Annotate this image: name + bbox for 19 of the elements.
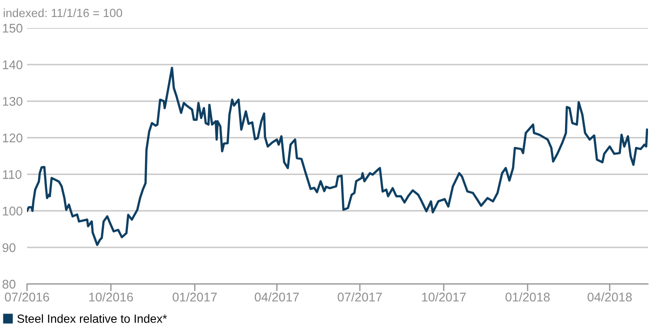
y-tick-label: 130 — [2, 96, 22, 106]
y-axis-title: indexed: 11/1/16 = 100 — [4, 8, 122, 18]
y-tick-label: 120 — [2, 134, 22, 142]
x-tick-label: 01/2017 — [172, 292, 217, 302]
y-tick-label: 100 — [2, 206, 22, 216]
y-tick-label: 140 — [2, 60, 22, 70]
x-tick-label: 07/2017 — [338, 292, 382, 302]
y-tick-label: 90 — [2, 243, 16, 252]
x-tick-label: 04/2017 — [254, 292, 299, 302]
x-tick-label: 10/2017 — [422, 292, 466, 302]
x-tick-label: 04/2018 — [588, 292, 632, 302]
y-tick-label: 110 — [2, 170, 22, 179]
x-tick-label: 01/2018 — [506, 292, 550, 302]
y-tick-label: 80 — [2, 280, 16, 289]
legend-label: Steel Index relative to Index* — [17, 314, 167, 323]
line-series — [27, 66, 648, 246]
x-tick-label: 07/2016 — [4, 292, 50, 302]
x-tick-label: 10/2016 — [89, 292, 133, 302]
y-tick-label: 150 — [2, 24, 22, 33]
